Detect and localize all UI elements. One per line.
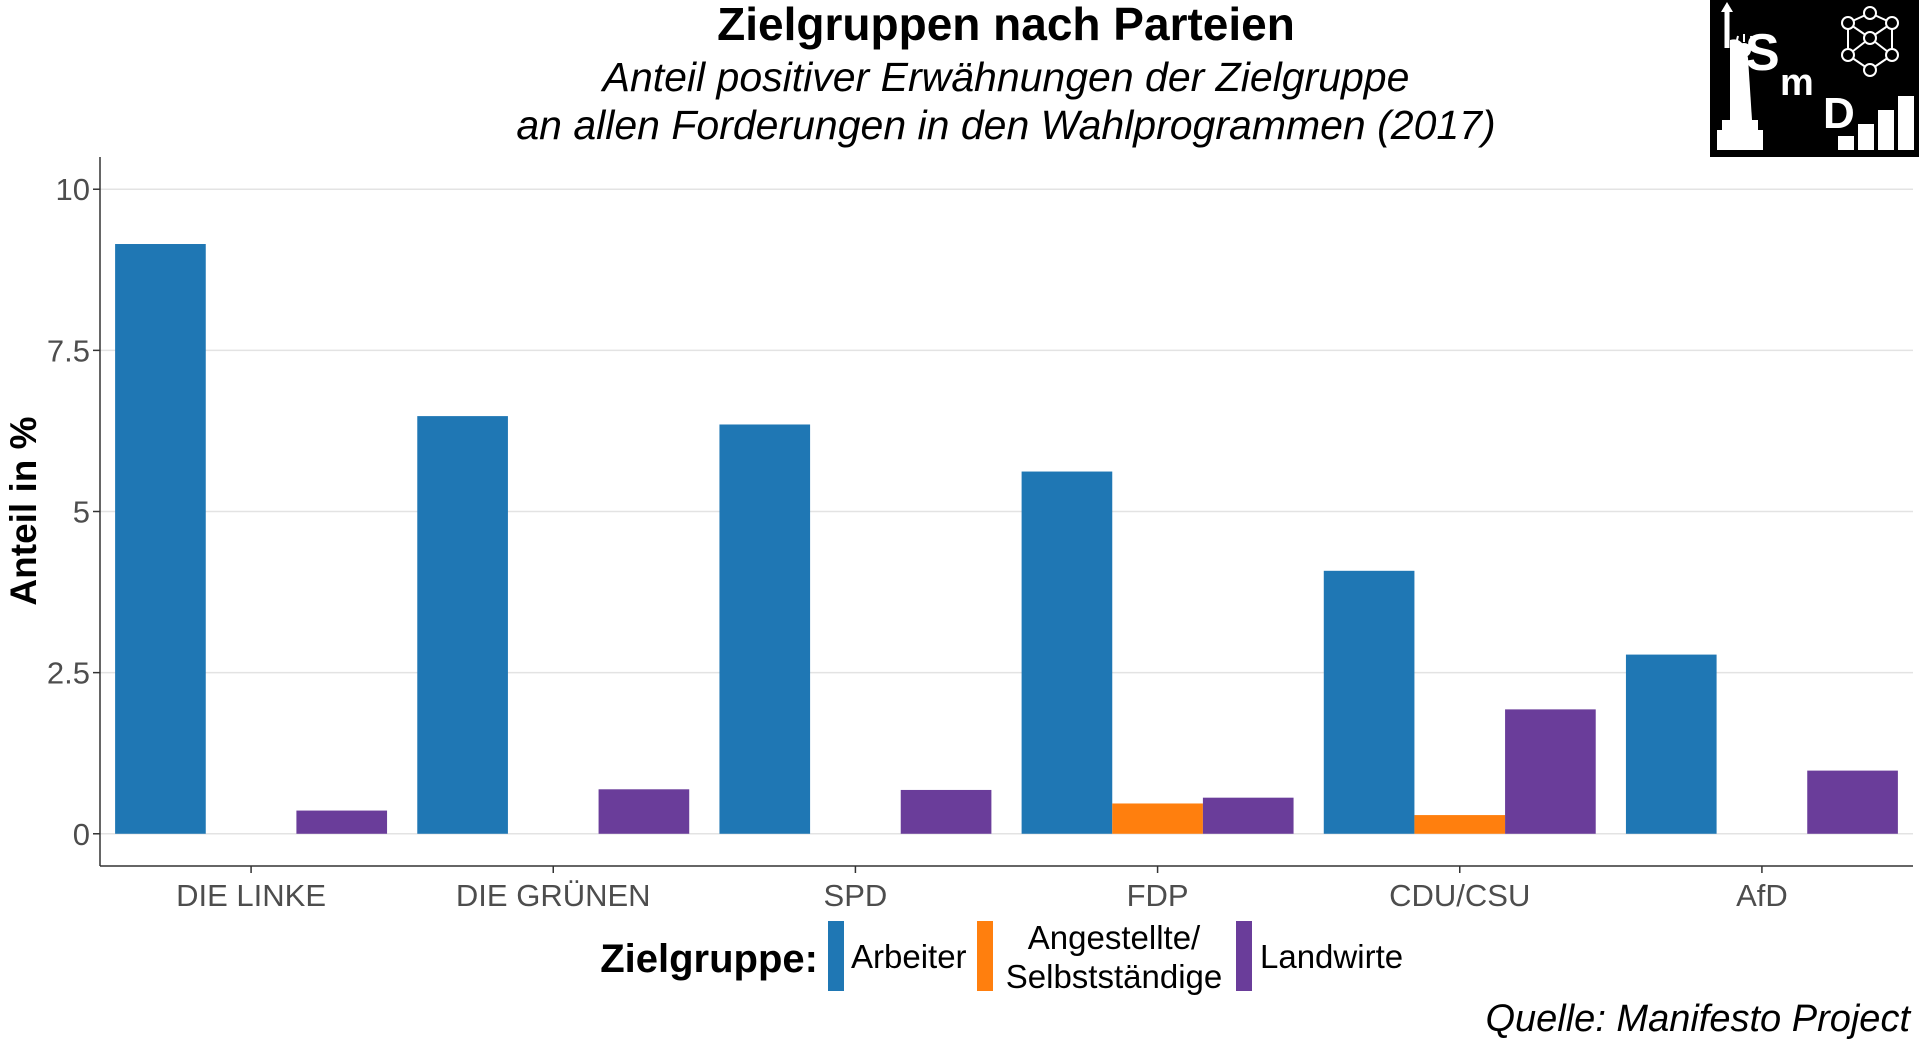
bar-fdp-arbeiter: [1021, 471, 1113, 834]
legend-label-angestellte-line-1: Angestellte/: [1028, 919, 1201, 956]
y-tick-label: 0: [73, 817, 90, 852]
logo-letter-d: D: [1823, 89, 1855, 138]
chart-subtitle-line-2: an allen Forderungen in den Wahlprogramm…: [516, 102, 1495, 148]
statue-of-liberty-icon: [1717, 2, 1763, 150]
legend-label-landwirte: Landwirte: [1260, 938, 1403, 975]
chart-title: Zielgruppen nach Parteien: [717, 0, 1295, 50]
gridlines: [100, 188, 1913, 835]
bar-afd-arbeiter: [1625, 654, 1717, 834]
x-tick-label: SPD: [824, 878, 888, 913]
x-tick-label: DIE GRÜNEN: [456, 878, 651, 913]
legend-label-arbeiter: Arbeiter: [851, 938, 967, 975]
smd-logo: S m D: [1710, 0, 1919, 157]
bar-die-gr-nen-landwirte: [598, 789, 690, 834]
x-axis-ticks: DIE LINKE DIE GRÜNEN SPD FDP CDU/CSU AfD: [176, 866, 1788, 913]
x-tick-label: FDP: [1127, 878, 1189, 913]
legend-key-arbeiter: [828, 921, 844, 991]
x-tick-label: CDU/CSU: [1389, 878, 1530, 913]
y-tick-label: 7.5: [47, 333, 90, 368]
bar-chart-icon: [1838, 96, 1914, 150]
legend-title: Zielgruppe:: [600, 937, 818, 981]
legend-label-angestellte-line-2: Selbstständige: [1006, 958, 1222, 995]
bar-cdu-csu-arbeiter: [1323, 570, 1415, 834]
source-caption: Quelle: Manifesto Project: [1485, 998, 1911, 1040]
y-axis-ticks: 0 2.5 5 7.5 10: [47, 172, 100, 852]
legend: Zielgruppe: Arbeiter Angestellte/ Selbst…: [600, 919, 1403, 995]
logo-letter-s: S: [1745, 24, 1780, 82]
bar-die-gr-nen-arbeiter: [417, 416, 508, 834]
y-tick-label: 5: [73, 495, 90, 530]
y-tick-label: 2.5: [47, 656, 90, 691]
y-axis-label: Anteil in %: [3, 416, 44, 605]
bar-fdp-angestellte-selbstst-ndige: [1112, 803, 1203, 834]
legend-key-landwirte: [1236, 921, 1252, 991]
bar-spd-landwirte: [900, 789, 992, 834]
bar-die-linke-arbeiter: [115, 244, 206, 834]
x-tick-label: DIE LINKE: [176, 878, 326, 913]
bar-cdu-csu-landwirte: [1505, 709, 1596, 834]
x-tick-label: AfD: [1736, 878, 1788, 913]
y-tick-label: 10: [56, 172, 90, 207]
bars: [115, 244, 1898, 834]
logo-letter-m: m: [1780, 62, 1814, 104]
network-icon: [1841, 6, 1899, 77]
legend-key-angestellte: [977, 921, 993, 991]
chart-subtitle-line-1: Anteil positiver Erwähnungen der Zielgru…: [600, 54, 1410, 100]
bar-afd-landwirte: [1807, 770, 1898, 834]
bar-spd-arbeiter: [719, 424, 811, 834]
bar-cdu-csu-angestellte-selbstst-ndige: [1414, 815, 1506, 834]
bar-die-linke-landwirte: [296, 810, 388, 834]
bar-fdp-landwirte: [1202, 797, 1294, 834]
